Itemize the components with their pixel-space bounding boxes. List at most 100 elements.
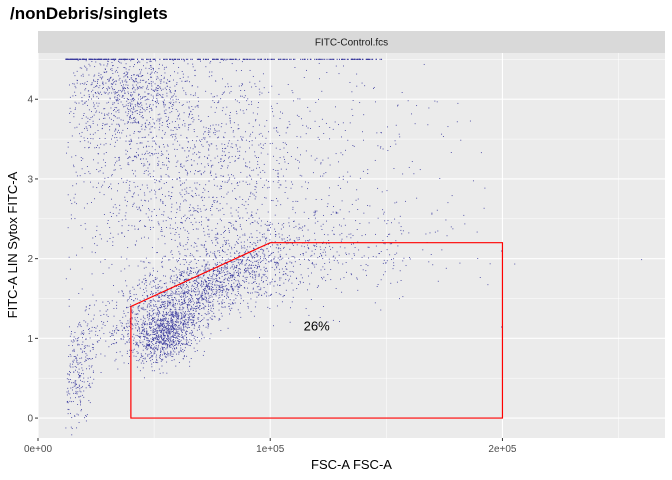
data-point: [85, 228, 87, 230]
data-point: [71, 203, 73, 205]
data-point: [183, 291, 185, 293]
data-point: [111, 70, 113, 72]
data-point: [180, 275, 182, 276]
data-point: [211, 276, 213, 278]
data-point: [239, 312, 241, 314]
data-point: [172, 292, 174, 294]
data-point: [250, 298, 252, 300]
data-point: [115, 358, 117, 360]
data-point: [114, 130, 116, 132]
data-point: [129, 321, 131, 323]
data-point: [254, 260, 256, 262]
data-point: [206, 263, 208, 265]
data-point: [186, 156, 188, 158]
data-point: [170, 103, 172, 104]
data-point: [129, 290, 131, 292]
data-point: [122, 94, 124, 96]
data-point: [221, 143, 223, 145]
data-point: [151, 341, 153, 342]
data-point: [165, 255, 166, 257]
data-point: [171, 336, 173, 338]
data-point: [183, 326, 185, 328]
data-point: [232, 263, 234, 265]
data-point: [253, 274, 255, 276]
data-point: [307, 289, 308, 291]
data-point: [80, 135, 82, 137]
data-point: [170, 289, 172, 291]
data-point: [201, 293, 203, 295]
data-point: [94, 243, 96, 245]
data-point: [157, 320, 158, 322]
data-point: [207, 285, 209, 287]
data-point: [157, 330, 159, 332]
data-point: [247, 307, 249, 309]
data-point: [176, 353, 177, 355]
data-point: [205, 251, 207, 253]
data-point: [184, 325, 186, 327]
data-point: [184, 169, 186, 171]
data-point: [133, 193, 134, 195]
data-point: [299, 227, 301, 229]
data-point: [126, 135, 128, 137]
data-point: [105, 143, 107, 145]
data-point: [145, 226, 147, 227]
data-point: [210, 309, 212, 311]
data-point: [116, 95, 118, 97]
data-point: [153, 69, 154, 71]
data-point: [139, 310, 141, 312]
data-point: [189, 273, 191, 274]
data-point: [167, 321, 169, 323]
data-point: [184, 312, 186, 314]
data-point: [236, 250, 238, 252]
data-point: [248, 292, 249, 294]
data-point: [129, 116, 131, 118]
data-point: [151, 315, 153, 317]
data-point: [274, 241, 276, 243]
data-point: [141, 142, 143, 144]
data-point: [124, 199, 126, 201]
data-point: [170, 295, 172, 297]
data-point: [150, 319, 152, 320]
data-point: [229, 92, 231, 94]
data-point: [148, 344, 150, 346]
data-point: [157, 346, 159, 348]
data-point: [182, 76, 184, 78]
data-point: [247, 287, 249, 289]
data-point: [218, 250, 220, 252]
data-point: [159, 79, 161, 81]
data-point: [339, 234, 341, 236]
data-point: [169, 328, 170, 330]
data-point: [340, 225, 342, 227]
data-point: [163, 275, 165, 277]
data-point: [167, 330, 169, 332]
data-point: [175, 95, 177, 97]
data-point: [92, 120, 94, 122]
data-point: [186, 296, 188, 297]
data-point: [104, 138, 106, 139]
data-point: [153, 328, 155, 330]
data-point: [217, 285, 219, 287]
data-point: [152, 320, 153, 322]
data-point: [242, 217, 244, 219]
data-point: [111, 198, 112, 200]
data-point: [119, 82, 121, 84]
data-point: [206, 253, 208, 255]
data-point: [134, 170, 136, 172]
data-point: [166, 314, 167, 316]
data-point: [251, 103, 253, 105]
data-point: [235, 270, 237, 272]
data-point: [159, 372, 161, 374]
data-point: [167, 329, 169, 331]
data-point: [287, 274, 289, 276]
data-point: [141, 104, 143, 106]
data-point: [190, 308, 192, 310]
data-point: [126, 100, 128, 102]
data-point: [167, 345, 169, 347]
data-point: [171, 360, 173, 362]
data-point: [163, 235, 165, 237]
data-point: [152, 326, 154, 328]
data-point: [166, 361, 168, 363]
data-point: [180, 326, 182, 328]
data-point: [127, 333, 128, 335]
data-point: [137, 101, 138, 103]
